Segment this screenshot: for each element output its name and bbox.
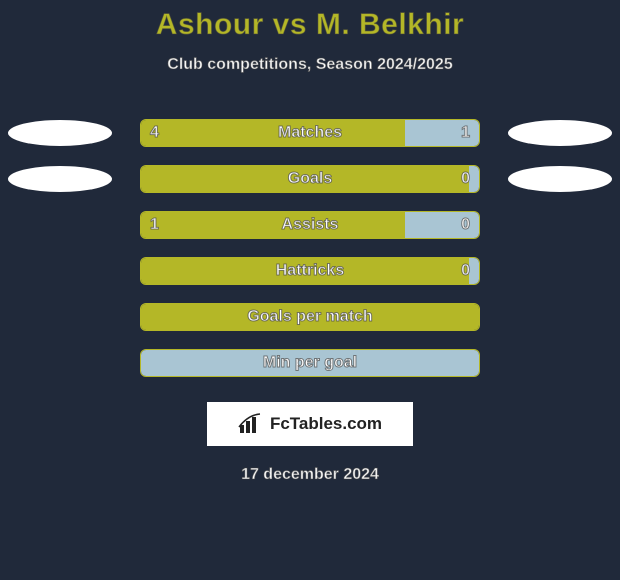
page-title: Ashour vs M. Belkhir bbox=[0, 8, 620, 42]
barchart-icon bbox=[238, 413, 264, 435]
bar-left-fill bbox=[141, 212, 405, 238]
bar-right-fill bbox=[469, 258, 479, 284]
date-text: 17 december 2024 bbox=[0, 466, 620, 484]
stat-rows: Matches41Goals0Assists10Hattricks0Goals … bbox=[0, 110, 620, 386]
comparison-infographic: Ashour vs M. Belkhir Club competitions, … bbox=[0, 0, 620, 580]
bar-right-fill bbox=[141, 350, 479, 376]
bar-right-fill bbox=[405, 212, 479, 238]
stat-row: Goals per match bbox=[0, 294, 620, 340]
bar-left-fill bbox=[141, 166, 469, 192]
stat-row: Assists10 bbox=[0, 202, 620, 248]
bar-right-fill bbox=[405, 120, 479, 146]
bar-track bbox=[140, 211, 480, 239]
logo-text: FcTables.com bbox=[270, 414, 382, 434]
bar-left-fill bbox=[141, 120, 405, 146]
page-subtitle: Club competitions, Season 2024/2025 bbox=[0, 56, 620, 74]
player-right-oval bbox=[508, 120, 612, 146]
bar-left-fill bbox=[141, 258, 469, 284]
bar-track bbox=[140, 257, 480, 285]
bar-left-fill bbox=[141, 304, 479, 330]
bar-track bbox=[140, 303, 480, 331]
player-left-oval bbox=[8, 120, 112, 146]
stat-row: Hattricks0 bbox=[0, 248, 620, 294]
bar-right-fill bbox=[469, 166, 479, 192]
player-left-oval bbox=[8, 166, 112, 192]
bar-track bbox=[140, 349, 480, 377]
bar-track bbox=[140, 165, 480, 193]
logo-box: FcTables.com bbox=[207, 402, 413, 446]
player-right-oval bbox=[508, 166, 612, 192]
stat-row: Min per goal bbox=[0, 340, 620, 386]
stat-row: Matches41 bbox=[0, 110, 620, 156]
bar-track bbox=[140, 119, 480, 147]
stat-row: Goals0 bbox=[0, 156, 620, 202]
